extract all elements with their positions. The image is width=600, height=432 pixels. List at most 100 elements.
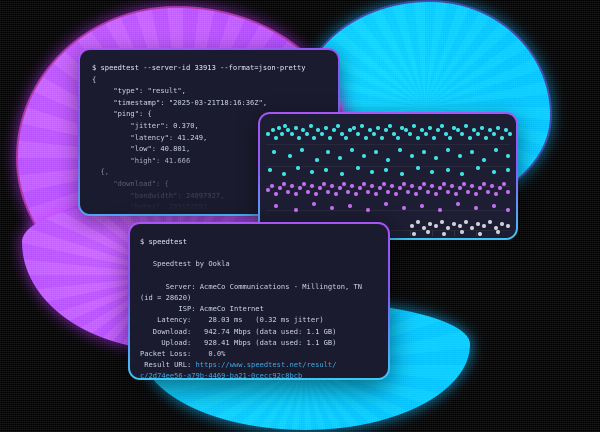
chart-dot-download <box>286 128 290 132</box>
dot-matrix-chart-window <box>258 112 518 240</box>
chart-dot-upload <box>494 192 498 196</box>
chart-dot-upload <box>456 202 460 206</box>
chart-dot-upload <box>366 190 370 194</box>
chart-dot-download <box>468 136 472 140</box>
chart-dot-upload <box>492 204 496 208</box>
chart-dot-upload <box>474 206 478 210</box>
chart-dot-upload <box>314 192 318 196</box>
chart-dot-ping <box>476 222 480 226</box>
cli-result-window: $ speedtest Speedtest by Ookla Server: A… <box>128 222 390 380</box>
chart-dot-upload <box>282 182 286 186</box>
chart-dot-download <box>340 132 344 136</box>
chart-dot-download <box>458 154 462 158</box>
chart-dot-download <box>368 128 372 132</box>
json-body-lines: { "type": "result", "timestamp": "2025-0… <box>92 74 268 212</box>
chart-gridline <box>266 144 510 145</box>
chart-dot-download <box>436 128 440 132</box>
chart-dot-download <box>316 128 320 132</box>
chart-dot-upload <box>318 186 322 190</box>
chart-dot-upload <box>486 190 490 194</box>
chart-dot-upload <box>322 182 326 186</box>
chart-dot-download <box>288 154 292 158</box>
chart-dot-download <box>309 124 313 128</box>
chart-dot-download <box>412 124 416 128</box>
chart-dot-download <box>360 124 364 128</box>
chart-dot-upload <box>330 206 334 210</box>
chart-gridline <box>266 210 510 211</box>
chart-dot-upload <box>266 188 270 192</box>
chart-dot-download <box>294 126 298 130</box>
chart-dot-upload <box>446 190 450 194</box>
chart-dot-upload <box>302 182 306 186</box>
chart-dot-download <box>416 136 420 140</box>
ookla-brand-line: Speedtest by Ookla <box>152 259 230 269</box>
chart-dot-download <box>504 128 508 132</box>
chart-dot-upload <box>348 204 352 208</box>
chart-dot-upload <box>490 184 494 188</box>
chart-dot-download <box>484 136 488 140</box>
chart-dot-upload <box>294 192 298 196</box>
chart-dot-download <box>508 132 512 136</box>
chart-dot-ping <box>478 232 482 236</box>
chart-dot-download <box>352 126 356 130</box>
chart-dot-ping <box>494 226 498 230</box>
chart-dot-download <box>492 132 496 136</box>
chart-dot-upload <box>418 186 422 190</box>
chart-dot-download <box>476 166 480 170</box>
chart-dot-download <box>274 136 278 140</box>
chart-dot-upload <box>398 186 402 190</box>
chart-dot-download <box>446 168 450 172</box>
chart-dot-download <box>456 128 460 132</box>
chart-dot-upload <box>482 182 486 186</box>
chart-dot-download <box>283 124 287 128</box>
chart-dot-upload <box>354 192 358 196</box>
chart-dot-download <box>424 132 428 136</box>
chart-dot-upload <box>466 190 470 194</box>
result-url-link-line2[interactable]: c/2d74ee56-a79b-4469-ba21-0cecc92c8bcb <box>140 371 303 378</box>
chart-dot-upload <box>310 184 314 188</box>
chart-dot-upload <box>362 182 366 186</box>
dot-matrix-chart-area <box>260 114 516 238</box>
chart-dot-download <box>480 126 484 130</box>
chart-dot-ping <box>460 230 464 234</box>
chart-dot-download <box>384 128 388 132</box>
chart-dot-download <box>460 172 464 176</box>
chart-dot-upload <box>346 190 350 194</box>
chart-dot-download <box>492 170 496 174</box>
chart-dot-ping <box>434 224 438 228</box>
chart-dot-ping <box>446 226 450 230</box>
chart-dot-upload <box>394 192 398 196</box>
chart-dot-download <box>362 154 366 158</box>
chart-axis-tick <box>454 231 455 236</box>
chart-dot-upload <box>458 186 462 190</box>
chart-dot-download <box>434 156 438 160</box>
chart-dot-download <box>280 132 284 136</box>
chart-dot-download <box>320 132 324 136</box>
chart-dot-upload <box>502 182 506 186</box>
chart-dot-upload <box>498 186 502 190</box>
result-url-link-line1[interactable]: https://www.speedtest.net/result/ <box>195 360 337 370</box>
chart-dot-download <box>356 132 360 136</box>
chart-dot-download <box>408 132 412 136</box>
chart-dot-download <box>310 170 314 174</box>
chart-dot-upload <box>330 184 334 188</box>
chart-dot-upload <box>414 192 418 196</box>
chart-dot-download <box>440 124 444 128</box>
chart-dot-download <box>400 126 404 130</box>
chart-dot-download <box>386 158 390 162</box>
chart-dot-download <box>340 172 344 176</box>
chart-dot-upload <box>478 186 482 190</box>
chart-dot-upload <box>410 184 414 188</box>
chart-dot-download <box>312 136 316 140</box>
chart-dot-download <box>420 128 424 132</box>
chart-dot-upload <box>434 192 438 196</box>
chart-dot-upload <box>358 186 362 190</box>
chart-dot-download <box>336 124 340 128</box>
chart-dot-ping <box>488 220 492 224</box>
chart-dot-ping <box>440 220 444 224</box>
chart-dot-download <box>404 128 408 132</box>
chart-dot-upload <box>366 208 370 212</box>
chart-dot-upload <box>294 208 298 212</box>
chart-dot-download <box>271 128 275 132</box>
chart-dot-download <box>372 132 376 136</box>
